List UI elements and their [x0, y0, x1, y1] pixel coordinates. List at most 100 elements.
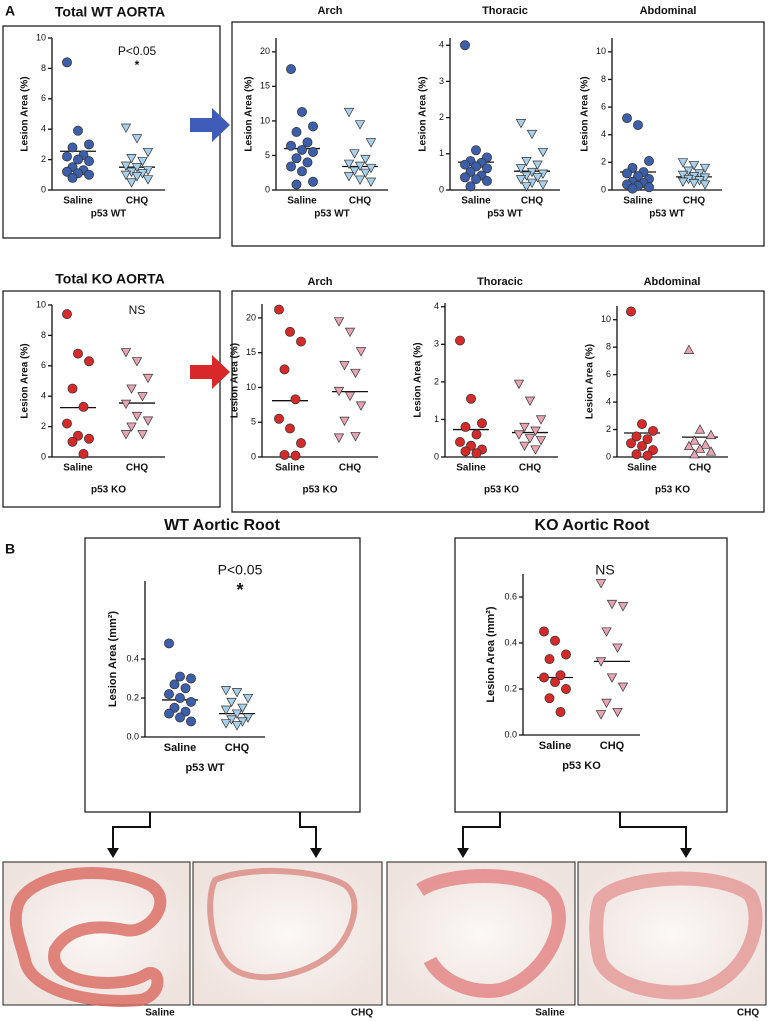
dot: [524, 434, 536, 444]
y-tick-label: 0.6: [504, 591, 517, 601]
dot: [344, 327, 356, 338]
y-tick-label: 8: [41, 63, 46, 73]
dot: [350, 432, 361, 442]
dot: [601, 698, 612, 709]
dot: [73, 154, 83, 165]
dot: [343, 159, 355, 170]
dot: [683, 344, 695, 354]
dot: [286, 64, 296, 75]
dot: [226, 697, 237, 708]
panel-box: [454, 537, 728, 813]
arrowheads: [107, 848, 692, 858]
dot: [285, 326, 295, 337]
y-tick-label: 3: [434, 339, 439, 349]
dot: [642, 434, 653, 445]
y-tick-label: 5: [265, 150, 270, 160]
dot: [471, 174, 481, 185]
tissue: [207, 867, 358, 981]
dot: [705, 446, 717, 456]
dot: [515, 175, 527, 185]
dot: [131, 134, 143, 144]
dot: [231, 688, 243, 698]
dot: [169, 679, 180, 690]
dot: [73, 348, 83, 359]
dot: [291, 127, 302, 137]
panel-box: [2, 25, 221, 239]
x-axis-label: p53 KO: [562, 760, 601, 772]
dot: [526, 129, 538, 140]
dot: [617, 602, 629, 612]
dot: [220, 705, 232, 716]
x-tick-label: CHQ: [519, 463, 541, 474]
dot: [535, 415, 547, 425]
x-tick-label: Saline: [275, 463, 305, 474]
dot: [62, 418, 72, 429]
dot: [677, 177, 689, 188]
y-axis-label: Lesion Area (%): [418, 76, 429, 151]
dot: [84, 169, 94, 180]
dot: [555, 670, 566, 681]
x-axis-label: p53 WT: [185, 762, 224, 774]
y-tick-label: 6: [601, 101, 606, 111]
x-tick-label: Saline: [623, 196, 653, 207]
y-tick-label: 0: [434, 451, 439, 461]
y-tick-label: 6: [606, 369, 611, 379]
x-tick-label: CHQ: [339, 463, 361, 474]
dot: [677, 158, 689, 168]
dot: [126, 422, 137, 432]
dot: [237, 703, 248, 714]
dot: [142, 175, 154, 185]
y-tick-label: 2: [41, 421, 46, 431]
dot: [555, 707, 566, 717]
dot: [67, 172, 78, 183]
dot: [513, 430, 525, 440]
dot: [131, 411, 143, 422]
dot: [339, 361, 350, 371]
dot: [297, 144, 307, 155]
x-tick-label: CHQ: [689, 463, 711, 474]
dot: [142, 147, 154, 158]
micrograph: [192, 861, 383, 1006]
panel-box: [231, 290, 765, 513]
y-tick-label: 15: [246, 347, 256, 357]
dot: [302, 157, 313, 168]
y-tick-label: 4: [41, 124, 46, 134]
dot: [644, 182, 654, 193]
arrow: [190, 108, 230, 142]
y-tick-label: 10: [36, 299, 46, 309]
dot: [644, 156, 654, 166]
dot: [297, 166, 307, 177]
dot: [460, 172, 470, 183]
dot: [561, 649, 571, 660]
dot: [164, 638, 174, 649]
dot: [126, 154, 137, 164]
x-tick-label: Saline: [63, 196, 93, 207]
dot: [626, 438, 636, 449]
dot: [279, 449, 290, 460]
dot: [694, 424, 706, 434]
dot: [220, 686, 232, 696]
y-tick-label: 8: [606, 342, 611, 352]
dot: [308, 121, 318, 132]
y-tick-label: 1: [434, 414, 439, 424]
dot: [354, 120, 366, 130]
dot: [365, 163, 377, 174]
y-axis-label: Lesion Area (%): [580, 76, 591, 151]
dot: [302, 137, 313, 148]
dot: [550, 677, 560, 688]
dot: [220, 719, 232, 729]
dot: [231, 721, 243, 731]
tissue: [9, 867, 167, 1007]
tissue: [589, 871, 763, 1000]
y-tick-label: 20: [260, 46, 270, 56]
dot: [291, 153, 302, 164]
y-tick-label: 2: [439, 112, 444, 122]
dot: [355, 401, 367, 411]
chart-title: Thoracic: [477, 276, 523, 288]
dot: [455, 335, 465, 346]
dot: [62, 309, 72, 320]
y-axis-label: Lesion Area (mm²): [107, 611, 119, 708]
dot: [131, 163, 143, 173]
dot: [642, 450, 653, 461]
